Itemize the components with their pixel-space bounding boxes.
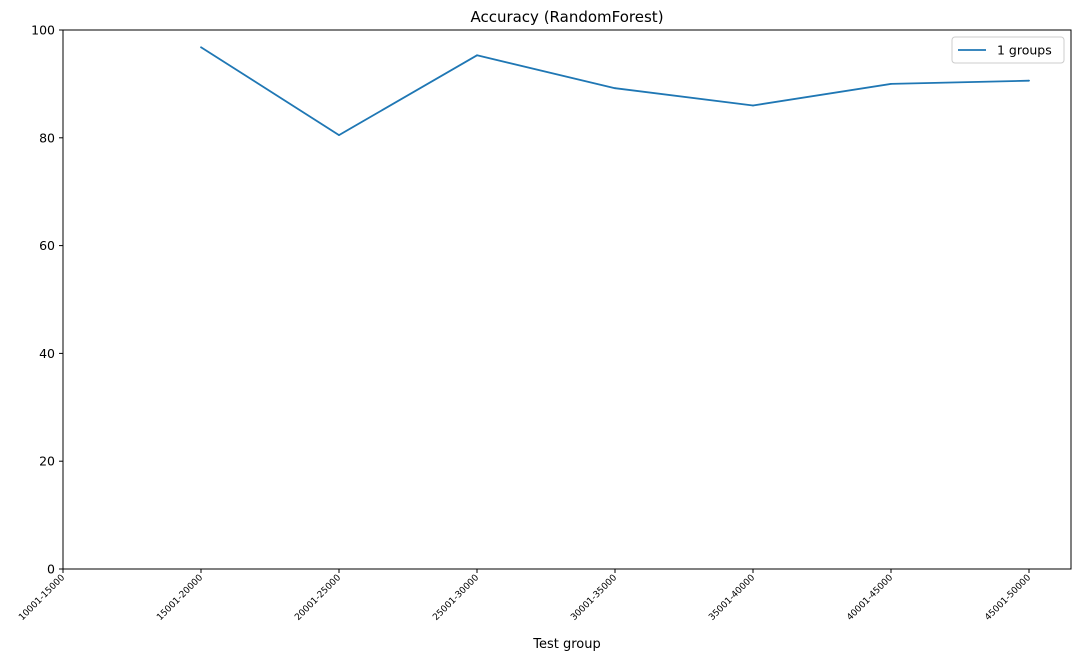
- legend-label: 1 groups: [997, 43, 1052, 58]
- x-tick-label: 40001-45000: [845, 573, 895, 623]
- x-tick-label: 10001-15000: [17, 573, 67, 623]
- y-tick-label: 80: [39, 130, 55, 145]
- data-point: [614, 87, 616, 90]
- data-point: [890, 83, 892, 85]
- legend-box: [951, 36, 1065, 64]
- y-tick-label: 60: [39, 238, 55, 253]
- x-axis-label: Test group: [532, 637, 601, 652]
- y-tick-label: 100: [31, 23, 55, 38]
- y-axis: 0 20 40 60 80 100: [31, 23, 63, 577]
- legend: 1 groups: [951, 36, 1065, 64]
- chart-title: Accuracy (RandomForest): [470, 8, 663, 26]
- y-tick-label: 0: [47, 562, 55, 577]
- x-tick-label: 15001-20000: [155, 573, 205, 623]
- x-tick-label: 35001-40000: [707, 573, 757, 623]
- x-tick-label: 30001-35000: [569, 573, 619, 623]
- data-point: [338, 134, 340, 137]
- series-layer: [200, 46, 1030, 137]
- data-point: [200, 46, 202, 49]
- data-point: [476, 54, 478, 57]
- x-axis: 10001-15000 15001-20000 20001-25000 25001-3…: [17, 569, 1033, 623]
- y-tick-label: 40: [39, 346, 55, 361]
- x-tick-label: 25001-30000: [431, 573, 481, 623]
- x-tick-label: 45001-50000: [983, 573, 1033, 623]
- series-line: [200, 46, 1030, 136]
- data-point: [1028, 79, 1030, 82]
- y-tick-label: 20: [39, 454, 55, 469]
- plot-area: [62, 29, 1072, 570]
- data-point: [752, 104, 754, 107]
- x-tick-label: 20001-25000: [293, 573, 343, 623]
